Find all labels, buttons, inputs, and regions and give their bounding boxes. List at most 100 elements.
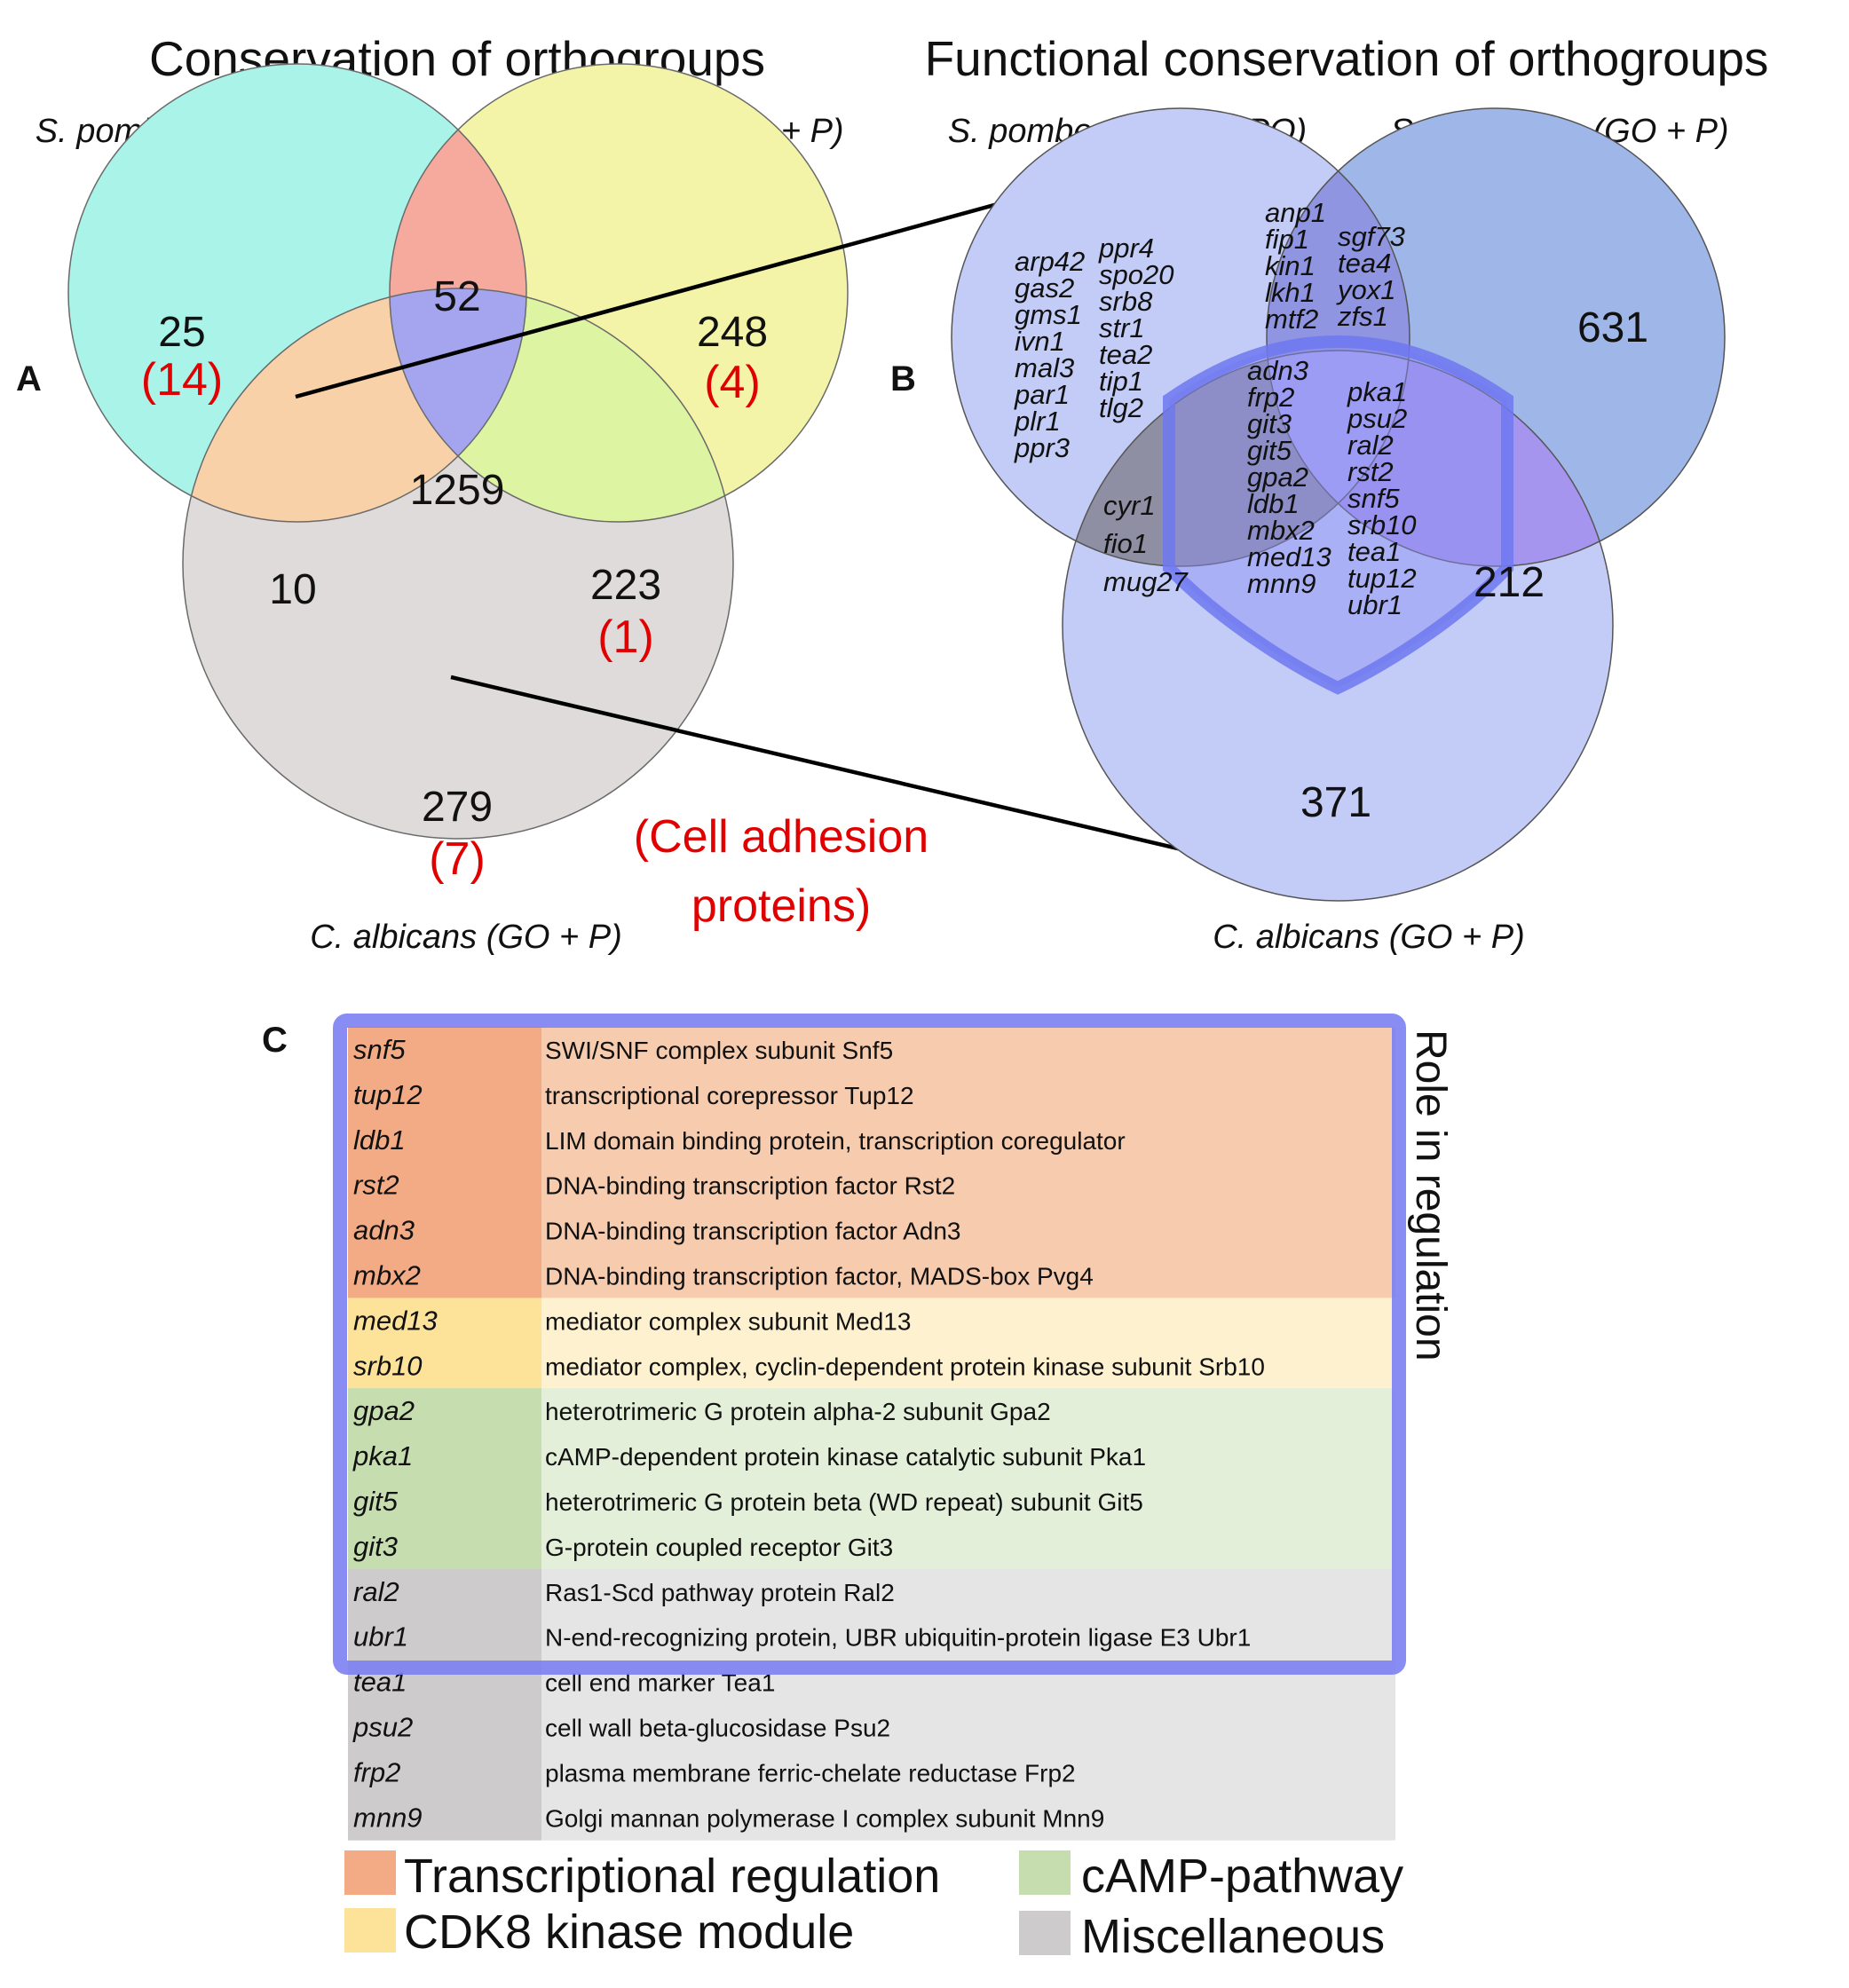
gene-cell-bg: [348, 1207, 541, 1253]
desc-cell-bg: [541, 1027, 1395, 1073]
gene-description: G-protein coupled receptor Git3: [545, 1534, 893, 1561]
panel-a-letter: A: [16, 359, 42, 398]
gene-label-mal3: mal3: [1015, 352, 1074, 383]
count-cerevisiae-only: 248: [697, 309, 768, 356]
count-pombe-only: 25: [158, 309, 205, 356]
desc-cell-bg: [541, 1252, 1395, 1298]
adhesion-cerevisiae-albicans: (1): [597, 611, 654, 663]
adhesion-cerevisiae-only: (4): [704, 357, 761, 408]
gene-description: Golgi mannan polymerase I complex subuni…: [545, 1804, 1104, 1832]
gene-label-srb8: srb8: [1099, 286, 1153, 317]
table-row: snf5 SWI/SNF complex subunit Snf5: [348, 1027, 1395, 1073]
desc-cell-bg: [541, 1795, 1395, 1841]
venn-b-outline-pombe: [951, 107, 1410, 567]
desc-cell-bg: [541, 1162, 1395, 1209]
gene-label-snf5: snf5: [1347, 483, 1400, 514]
gene-name: git3: [353, 1531, 398, 1562]
gene-name: srb10: [353, 1350, 423, 1381]
gene-cell-bg: [348, 1298, 541, 1344]
panel-a-label-albicans: C. albicans (GO + P): [310, 919, 622, 956]
table-row: frp2 plasma membrane ferric-chelate reduc…: [348, 1749, 1395, 1795]
gene-label-mbx2: mbx2: [1247, 515, 1315, 546]
gene-description: plasma membrane ferric-chelate reductase…: [545, 1759, 1076, 1787]
gene-description: LIM domain binding protein, transcriptio…: [545, 1127, 1126, 1155]
legend-swatch-camp: [1019, 1850, 1071, 1895]
gene-cell-bg: [348, 1433, 541, 1479]
gene-label-adn3: adn3: [1247, 355, 1308, 386]
gene-cell-bg: [348, 1116, 541, 1164]
gene-description: mediator complex, cyclin-dependent prote…: [545, 1353, 1265, 1380]
count-albicans-only: 279: [422, 784, 493, 831]
table-row: adn3 DNA-binding transcription factor Adn…: [348, 1207, 1395, 1253]
gene-label-par1: par1: [1014, 379, 1070, 410]
gene-label-gas2: gas2: [1015, 272, 1074, 304]
count-b-cerevisiae-only: 631: [1577, 304, 1648, 351]
desc-cell-bg: [541, 1343, 1395, 1389]
gene-label-tea2: tea2: [1099, 339, 1152, 370]
gene-label-tea4: tea4: [1338, 248, 1391, 279]
adhesion-albicans-only: (7): [429, 833, 486, 885]
role-in-regulation-box: [333, 1014, 1406, 1675]
gene-label-lkh1: lkh1: [1265, 277, 1316, 308]
gene-label-ppr3: ppr3: [1014, 432, 1070, 463]
gene-label-ivn1: ivn1: [1015, 326, 1065, 357]
gene-name: snf5: [353, 1034, 406, 1065]
count-cerevisiae-albicans: 223: [590, 562, 661, 609]
gene-label-mug27: mug27: [1103, 566, 1189, 597]
gene-name: tup12: [353, 1079, 423, 1110]
gene-label-tip1: tip1: [1099, 366, 1143, 397]
gene-name: mbx2: [353, 1260, 421, 1291]
gene-label-med13: med13: [1247, 541, 1331, 572]
gene-label-anp1: anp1: [1265, 197, 1326, 228]
gene-cell-bg: [348, 1568, 541, 1615]
venn-b-outline-cerevisiae: [1266, 107, 1726, 567]
table-row: git3 G-protein coupled receptor Git3: [348, 1523, 1395, 1570]
gene-label-str1: str1: [1099, 312, 1145, 343]
panel-b-label-albicans: C. albicans (GO + P): [1213, 919, 1525, 956]
gene-label-tlg2: tlg2: [1099, 392, 1143, 423]
gene-label-gpa2: gpa2: [1247, 462, 1308, 493]
gene-label-git3: git3: [1247, 408, 1292, 439]
gene-name: psu2: [352, 1712, 413, 1743]
gene-label-ubr1: ubr1: [1347, 589, 1403, 620]
gene-label-fio1: fio1: [1103, 528, 1148, 559]
table-row: psu2 cell wall beta-glucosidase Psu2: [348, 1704, 1395, 1750]
core-shield-highlight: [1163, 335, 1513, 695]
gene-name: git5: [353, 1486, 399, 1517]
gene-label-fip1: fip1: [1265, 224, 1309, 255]
gene-description: SWI/SNF complex subunit Snf5: [545, 1037, 893, 1064]
gene-cell-bg: [348, 1252, 541, 1298]
table-row: git5 heterotrimeric G protein beta (WD re…: [348, 1479, 1395, 1525]
legend-label-transcriptional: Transcriptional regulation: [404, 1850, 940, 1903]
gene-label-arp42: arp42: [1015, 246, 1085, 277]
gene-name: mnn9: [353, 1802, 423, 1833]
desc-cell-bg: [541, 1613, 1395, 1661]
gene-name: gpa2: [353, 1395, 415, 1426]
gene-name: adn3: [353, 1215, 415, 1246]
venn-a-outline-cerevisiae: [389, 63, 849, 523]
gene-description: Ras1-Scd pathway protein Ral2: [545, 1579, 895, 1606]
desc-cell-bg: [541, 1479, 1395, 1525]
gene-label-rst2: rst2: [1347, 456, 1394, 487]
gene-label-srb10: srb10: [1347, 509, 1417, 540]
gene-description: transcriptional corepressor Tup12: [545, 1082, 914, 1109]
panel-b: Functional conservation of orthogroups S…: [890, 31, 1768, 956]
venn-a-overlap-cerevisiae-albicans: [390, 288, 733, 522]
gene-label-kin1: kin1: [1265, 250, 1316, 281]
count-b-albicans-only: 371: [1300, 779, 1371, 826]
venn-b-overlap-cerevisiae-albicans: [1267, 351, 1613, 566]
legend-swatch-transcriptional: [344, 1850, 396, 1895]
legend-swatch-misc: [1019, 1911, 1071, 1955]
table-row: tup12 transcriptional corepressor Tup12: [348, 1071, 1395, 1118]
desc-cell-bg: [541, 1071, 1395, 1118]
count-pombe-albicans: 10: [269, 566, 316, 613]
panel-b-letter: B: [890, 359, 916, 398]
gene-name: ldb1: [353, 1124, 406, 1156]
regulation-table: snf5 SWI/SNF complex subunit Snf5 tup12 tra…: [348, 1027, 1395, 1841]
gene-cell-bg: [348, 1704, 541, 1750]
desc-cell-bg: [541, 1523, 1395, 1570]
gene-cell-bg: [348, 1027, 541, 1073]
gene-cell-bg: [348, 1343, 541, 1389]
cell-adhesion-note-line1: (Cell adhesion: [634, 811, 928, 863]
